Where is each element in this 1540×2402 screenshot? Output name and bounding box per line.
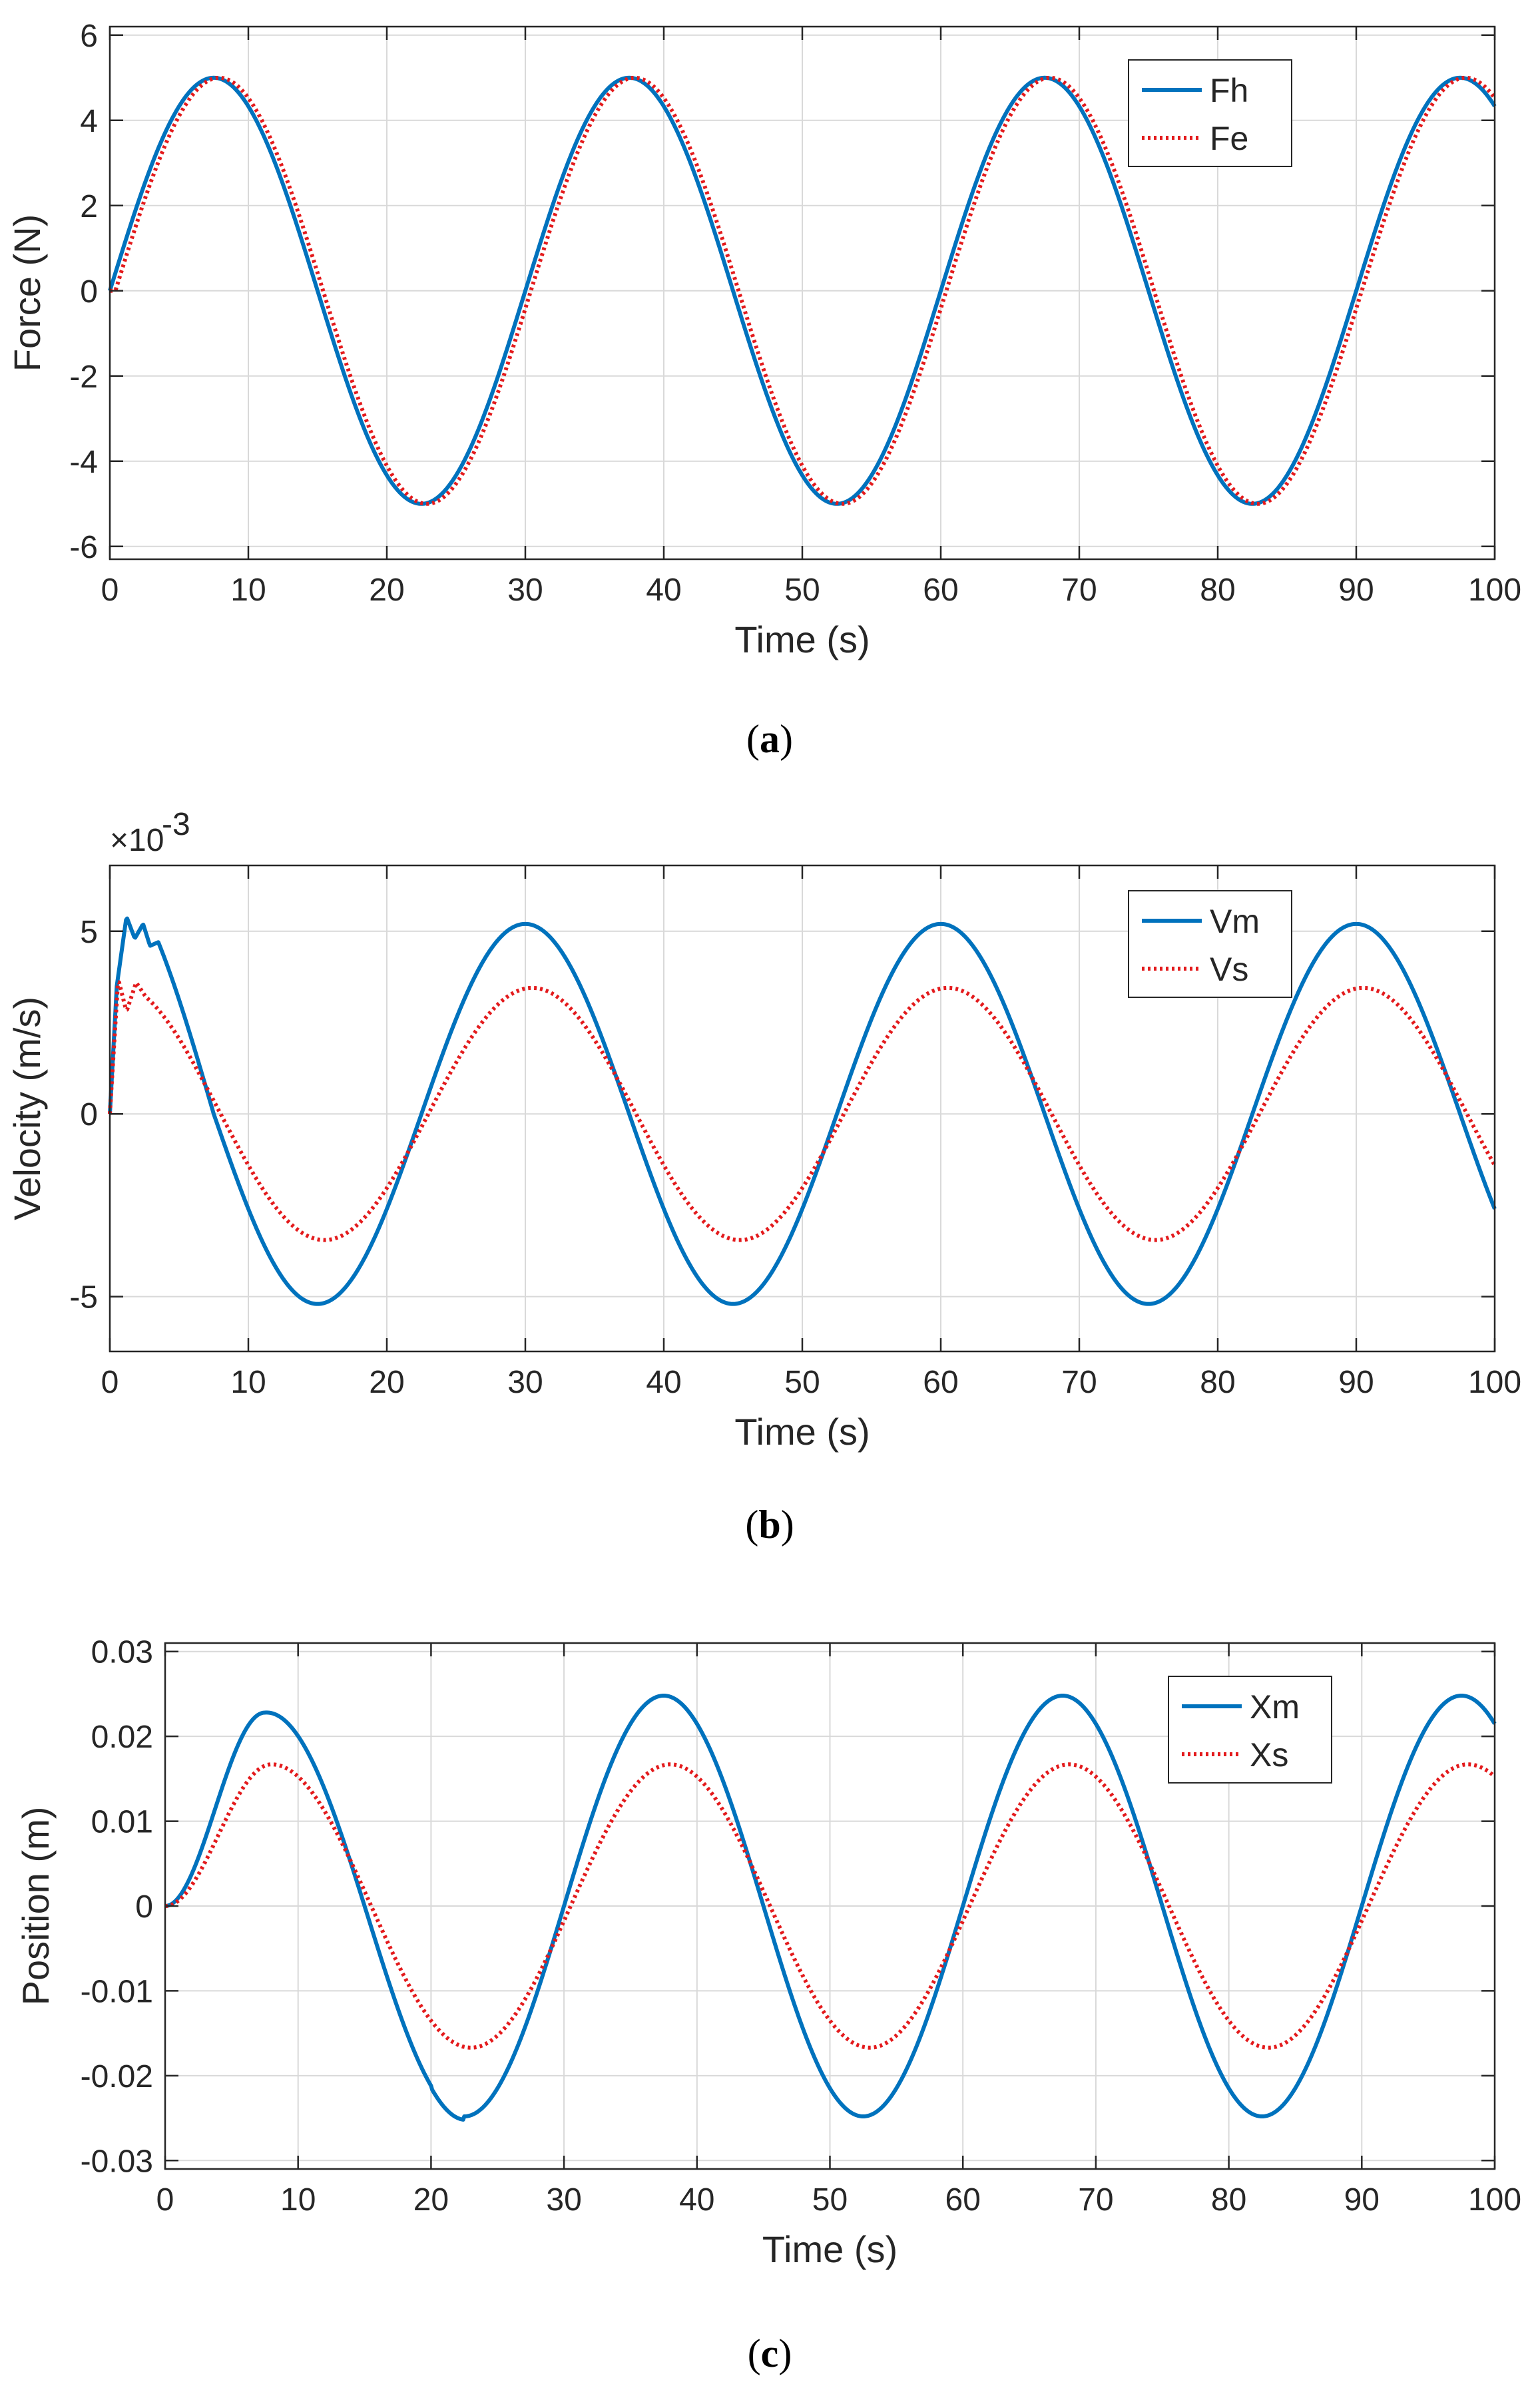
legend-box (1128, 59, 1292, 167)
x-tick-label: 30 (546, 2182, 581, 2218)
x-axis-label: Time (s) (762, 2228, 898, 2270)
x-tick-label: 90 (1344, 2182, 1380, 2218)
x-tick-label: 30 (507, 1365, 543, 1400)
legend-box (1168, 1676, 1332, 1784)
legend-label-vs: Vs (1210, 951, 1248, 988)
y-tick-label: 2 (80, 189, 98, 224)
x-tick-label: 90 (1338, 573, 1374, 608)
x-tick-label: 70 (1078, 2182, 1113, 2218)
y-tick-label: -0.02 (81, 2059, 153, 2094)
chart-panel-b: 0 10 20 30 40 50 60 70 80 90 100 -5 0 5 ×10-3 Time (s) V… (6, 807, 1521, 1453)
y-tick-label: 0 (80, 1097, 98, 1132)
x-tick-label: 60 (923, 1365, 958, 1400)
x-tick-label: 10 (230, 1365, 266, 1400)
x-tick-label: 0 (101, 573, 119, 608)
y-tick-label: -4 (69, 445, 98, 480)
y-tick-label: 5 (80, 915, 98, 950)
y-tick-label: 0.03 (91, 1635, 153, 1670)
legend: Fh Fe (1128, 59, 1292, 167)
x-tick-label: 90 (1338, 1365, 1374, 1400)
chart-panel-c: 0 10 20 30 40 50 60 70 80 90 100 -0.03 -0.02 -0.01 0 0.… (15, 1635, 1521, 2270)
panel-caption-b: (b) (745, 1503, 794, 1547)
legend-label-fe: Fe (1210, 120, 1248, 157)
x-tick-label: 70 (1061, 573, 1097, 608)
y-exponent-label: ×10 (110, 823, 164, 858)
y-exponent-power: -3 (162, 807, 190, 842)
y-tick-label: 0 (80, 274, 98, 310)
panel-caption-a: (a) (746, 717, 793, 761)
x-tick-label: 50 (812, 2182, 848, 2218)
x-tick-label: 20 (369, 1365, 404, 1400)
x-tick-label: 0 (101, 1365, 119, 1400)
y-tick-label: -5 (69, 1280, 98, 1316)
x-tick-label: 0 (156, 2182, 174, 2218)
y-tick-label: 0.02 (91, 1720, 153, 1755)
legend-label-fh: Fh (1210, 72, 1248, 109)
legend: Xm Xs (1168, 1676, 1332, 1784)
y-tick-label: -6 (69, 530, 98, 565)
y-axis-label: Position (m) (15, 1807, 57, 2006)
x-tick-label: 100 (1468, 1365, 1521, 1400)
x-tick-label: 60 (945, 2182, 981, 2218)
x-tick-label: 50 (784, 1365, 820, 1400)
x-tick-label: 10 (280, 2182, 316, 2218)
x-tick-label: 40 (646, 1365, 681, 1400)
panel-caption-c: (c) (748, 2331, 792, 2375)
x-tick-label: 40 (646, 573, 681, 608)
legend: Vm Vs (1128, 890, 1292, 998)
y-axis-label: Force (N) (6, 214, 48, 371)
y-axis-label: Velocity (m/s) (6, 997, 48, 1220)
y-tick-label: 4 (80, 104, 98, 139)
x-tick-label: 100 (1468, 573, 1521, 608)
series-line-vm (108, 916, 1497, 1306)
y-tick-label: 0.01 (91, 1805, 153, 1840)
x-tick-label: 100 (1468, 2182, 1521, 2218)
y-tick-label: -2 (69, 360, 98, 395)
y-tick-label: -0.03 (81, 2144, 153, 2179)
legend-box (1128, 890, 1292, 998)
series-line-fe (109, 75, 1497, 506)
x-tick-label: 80 (1200, 573, 1235, 608)
y-tick-label: -0.01 (81, 1974, 153, 2009)
y-tick-label: 0 (135, 1889, 153, 1925)
x-tick-label: 30 (507, 573, 543, 608)
x-axis-label: Time (s) (734, 1411, 870, 1453)
x-tick-label: 60 (923, 573, 958, 608)
x-tick-label: 80 (1211, 2182, 1246, 2218)
x-tick-label: 80 (1200, 1365, 1235, 1400)
x-axis-label: Time (s) (734, 618, 870, 660)
y-tick-label: 6 (80, 19, 98, 54)
x-tick-label: 70 (1061, 1365, 1097, 1400)
legend-label-xm: Xm (1250, 1688, 1300, 1726)
series-line-fh (108, 75, 1497, 506)
chart-panel-a: 0 10 20 30 40 50 60 70 80 90 100 -6 -4 -2 0 2 4 6 Time (s)… (6, 19, 1521, 660)
legend-label-xs: Xs (1250, 1736, 1288, 1774)
x-tick-label: 50 (784, 573, 820, 608)
series-line-xm (164, 1694, 1497, 2122)
x-tick-label: 20 (369, 573, 404, 608)
x-tick-label: 10 (230, 573, 266, 608)
x-tick-label: 20 (413, 2182, 449, 2218)
series-line-vs (108, 980, 1497, 1242)
x-tick-label: 40 (679, 2182, 714, 2218)
legend-label-vm: Vm (1210, 903, 1260, 940)
